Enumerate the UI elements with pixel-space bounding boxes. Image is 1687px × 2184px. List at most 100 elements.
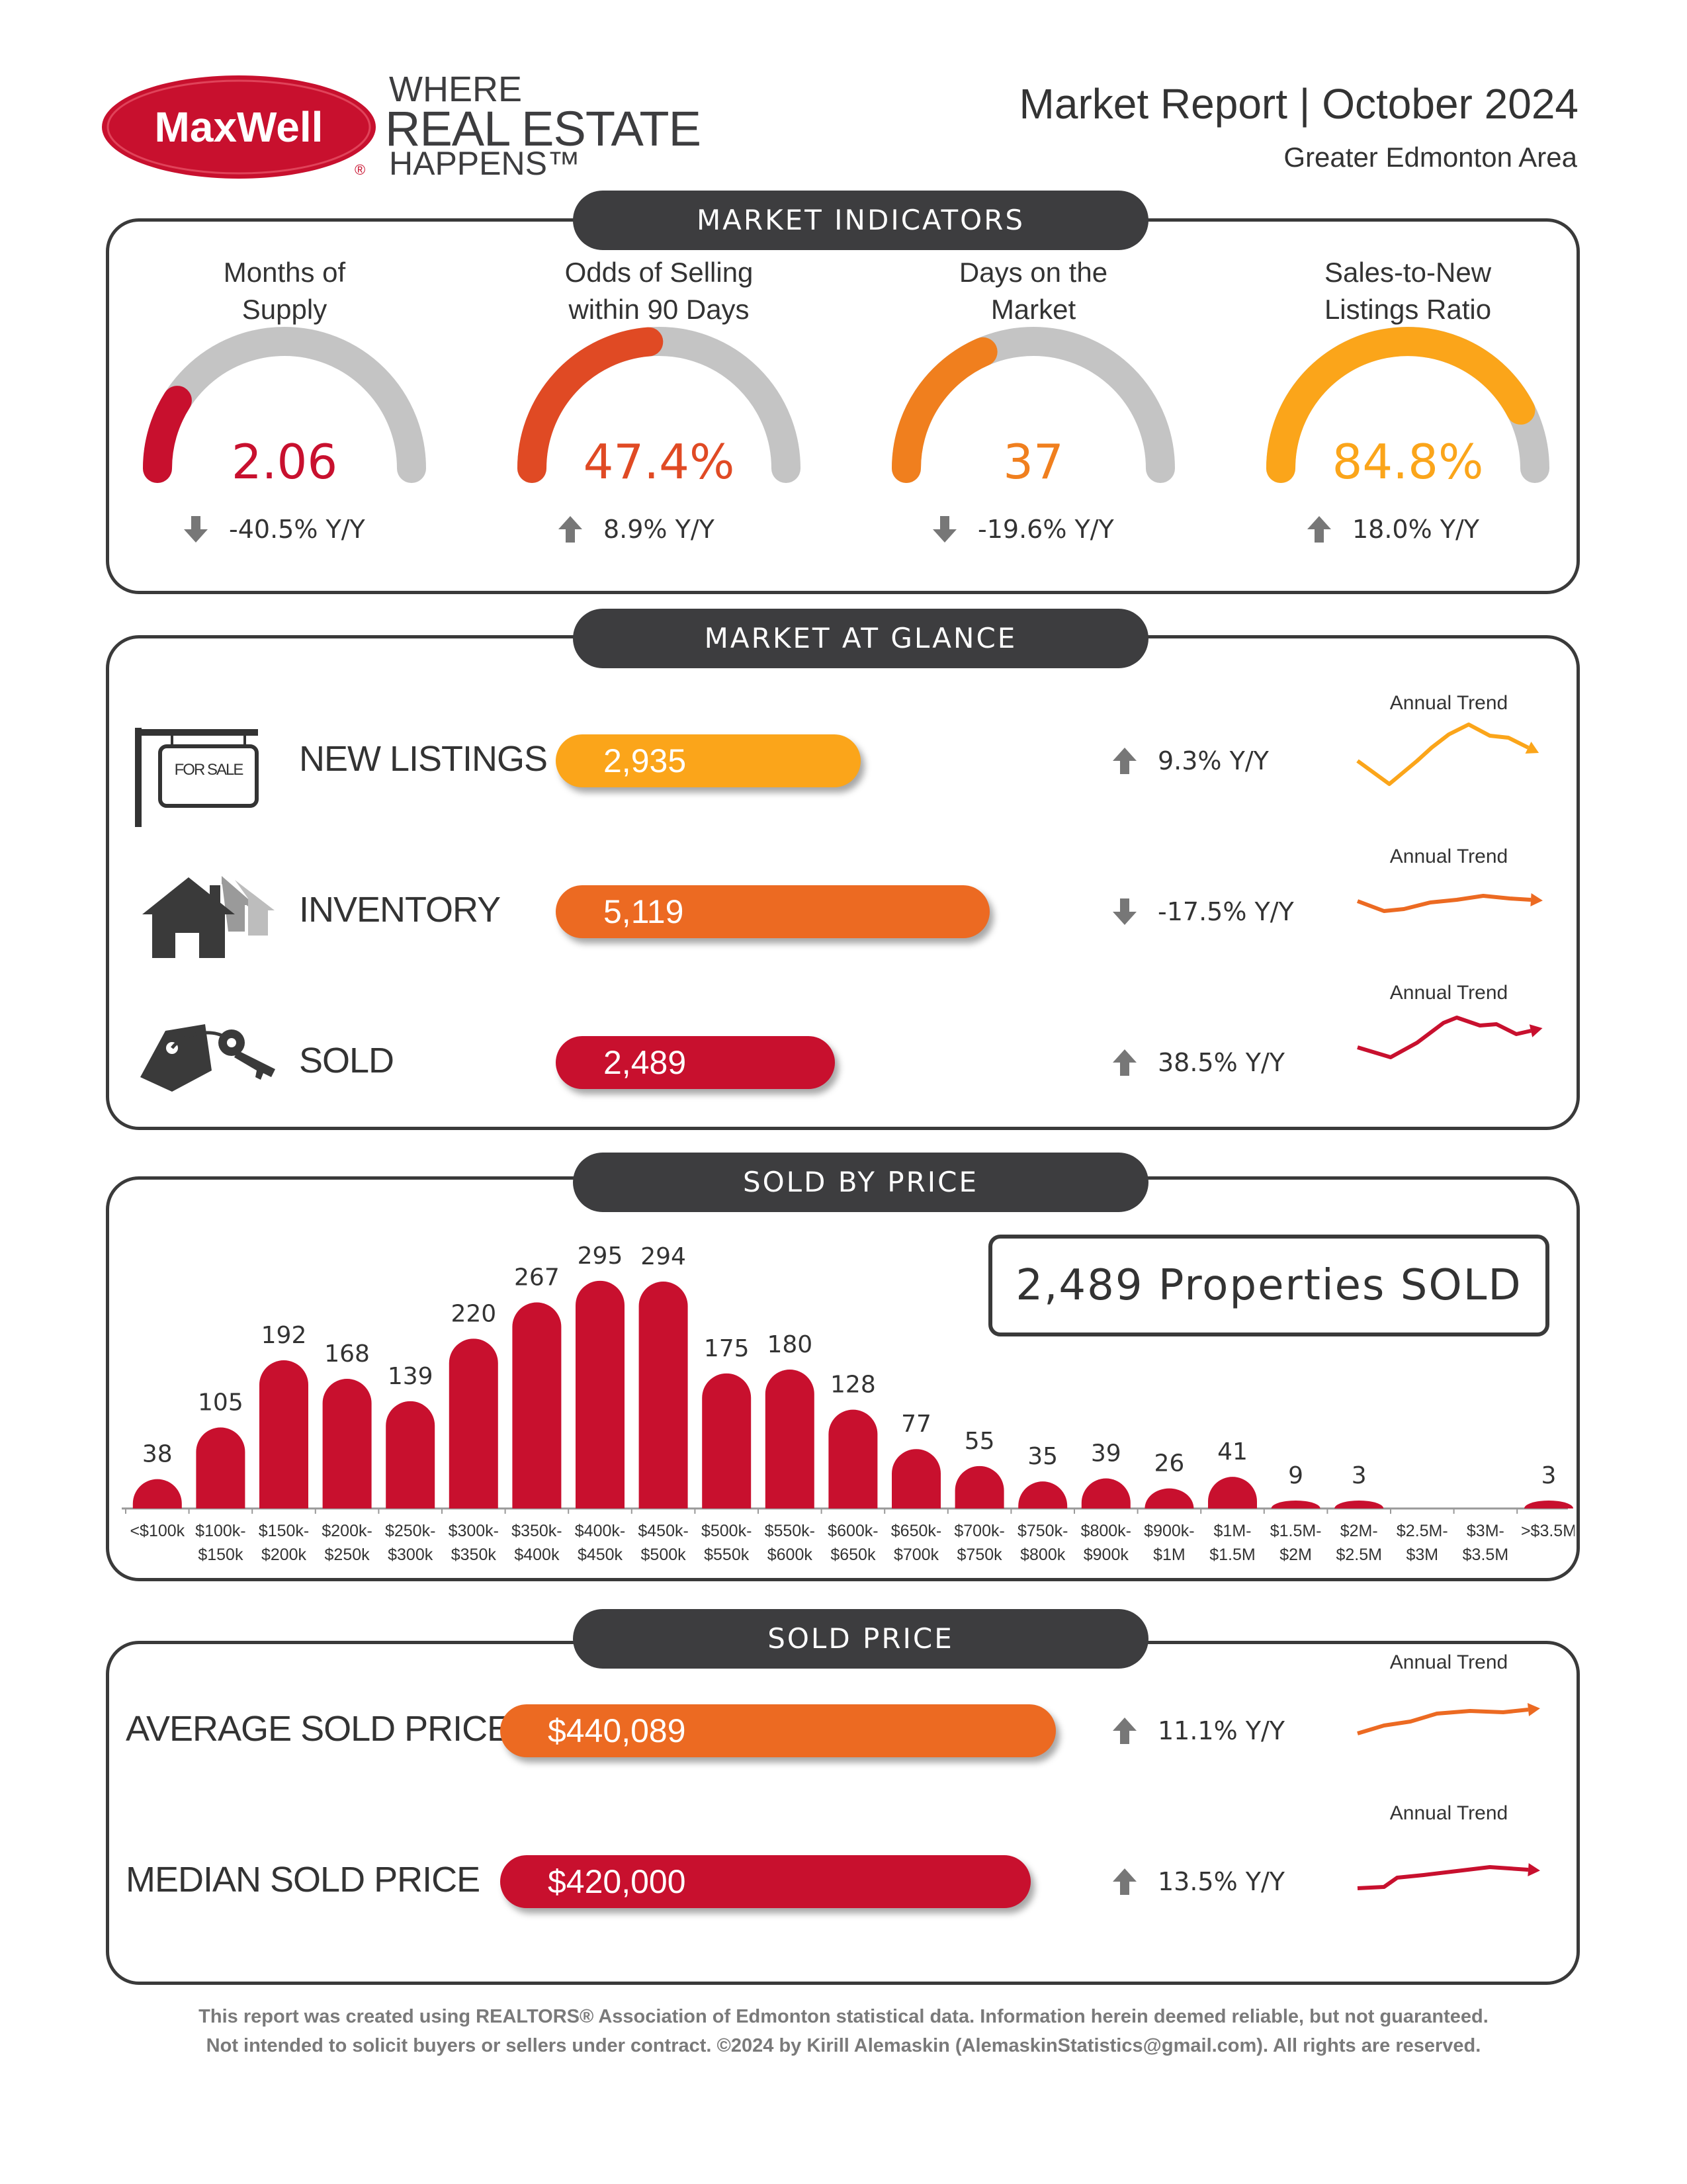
report-title: Market Report | October 2024 (1019, 80, 1579, 128)
gauge-change-text: 8.9% Y/Y (603, 515, 714, 544)
x-tick-label: $2M- (1340, 1522, 1378, 1540)
price-bar (828, 1409, 878, 1508)
gauge-title-line-2: within 90 Days (568, 294, 750, 325)
price-bar-value: 41 (1217, 1438, 1248, 1465)
x-tick-label: $550k- (765, 1522, 815, 1540)
price-bar-value: 168 (324, 1340, 370, 1368)
x-tick-label: $650k- (891, 1522, 941, 1540)
gauge-change-text: -19.6% Y/Y (978, 515, 1114, 544)
arrow-up-icon (1307, 516, 1331, 543)
trend-line (1357, 1016, 1532, 1059)
footer-disclaimer-2: Not intended to solicit buyers or seller… (206, 2035, 1481, 2056)
x-tick-label: $250k (325, 1546, 370, 1564)
sold-by-price-chart: 38 <$100k 105 $100k- $150k 192 $150k- $200k 168 $… (122, 1243, 1575, 1564)
gauge-fill (1266, 327, 1536, 483)
price-bar (576, 1280, 625, 1508)
sold-price-bar: $440,089 (500, 1704, 1056, 1757)
annual-trend-label: Annual Trend (1389, 1802, 1508, 1824)
price-bar (955, 1465, 1004, 1508)
price-bar-value: 139 (388, 1363, 433, 1390)
brand-logo-oval (102, 75, 376, 179)
glance-row-bar: 2,935 (556, 734, 861, 787)
price-bar-value: 3 (1541, 1462, 1557, 1489)
x-tick-label: $150k (198, 1546, 243, 1564)
price-bar-value: 39 (1091, 1440, 1121, 1467)
x-tick-label: $300k- (449, 1522, 499, 1540)
x-tick-label: $900k (1084, 1546, 1129, 1564)
registered-mark: ® (355, 161, 366, 178)
arrow-up-icon (558, 516, 582, 543)
annual-trend-label: Annual Trend (1389, 692, 1508, 714)
x-tick-label: $300k (388, 1546, 433, 1564)
gauge-arc (517, 327, 800, 483)
glance-row-value: 2,489 (603, 1044, 687, 1081)
sold-price-panel (106, 1641, 1580, 1985)
price-bar-value: 9 (1288, 1462, 1303, 1489)
gauge-fill (517, 327, 664, 483)
gauge-change-text: -40.5% Y/Y (229, 515, 365, 544)
gauge-arc (892, 327, 1175, 483)
glance-row-change: 9.3% Y/Y (1111, 746, 1269, 775)
x-tick-label: $1M- (1214, 1522, 1252, 1540)
gauge-title: Sales-to-New Listings Ratio (1236, 254, 1580, 328)
gauge-title-line-1: Months of (223, 257, 346, 288)
glance-row-label: NEW LISTINGS (299, 739, 548, 779)
x-tick-label: $3M (1406, 1546, 1438, 1564)
x-tick-label: $650k (830, 1546, 876, 1564)
annual-trend-label: Annual Trend (1389, 1651, 1508, 1673)
gauge-title: Months of Supply (112, 254, 456, 328)
glance-row-bar: 5,119 (556, 885, 990, 938)
sold-price-change: 11.1% Y/Y (1111, 1716, 1285, 1745)
x-tick-label: $900k- (1144, 1522, 1194, 1540)
footer-disclaimer-1: This report was created using REALTORS® … (198, 2006, 1489, 2027)
gauge-change: -19.6% Y/Y (931, 515, 1114, 544)
price-bar (892, 1449, 941, 1508)
x-tick-label: $600k (767, 1546, 813, 1564)
gauge-title-line-2: Supply (241, 294, 327, 325)
properties-sold-text: 2,489 Properties SOLD (1016, 1261, 1522, 1310)
price-bar (132, 1479, 182, 1508)
gauge-value: 2.06 (231, 434, 338, 490)
annual-trend-sparkline (1356, 722, 1539, 786)
x-tick-label: $450k- (638, 1522, 688, 1540)
x-tick-label: $1.5M- (1270, 1522, 1322, 1540)
price-bar (1334, 1501, 1384, 1508)
x-tick-label: $550k (704, 1546, 750, 1564)
gauge-fill (892, 337, 998, 483)
price-bar-value: 175 (704, 1335, 750, 1362)
x-tick-label: >$3.5M (1521, 1522, 1575, 1540)
gauge-title-line-1: Days on the (959, 257, 1108, 288)
x-tick-label: $500k- (701, 1522, 752, 1540)
gauge-title: Odds of Selling within 90 Days (487, 254, 831, 328)
sold-price-value: $440,089 (548, 1712, 686, 1749)
x-tick-label: $200k- (322, 1522, 372, 1540)
x-tick-label: $700k (894, 1546, 939, 1564)
for-sale-sign-icon: FOR SALE (132, 726, 265, 832)
arrow-down-icon (184, 516, 208, 543)
properties-sold-box: 2,489 Properties SOLD (988, 1235, 1549, 1336)
market-at-glance-panel (106, 635, 1580, 1130)
price-bar (322, 1379, 372, 1508)
gauge-title-line-1: Odds of Selling (564, 257, 754, 288)
gauge-fill (143, 386, 192, 483)
annual-trend-label: Annual Trend (1389, 846, 1508, 867)
x-tick-label: $400k (514, 1546, 560, 1564)
gauge-change: 18.0% Y/Y (1306, 515, 1479, 544)
price-bar (1524, 1501, 1573, 1508)
x-tick-label: $1.5M (1209, 1546, 1255, 1564)
price-bar (1208, 1477, 1257, 1508)
price-bar-value: 105 (198, 1389, 243, 1417)
trend-line (1357, 1865, 1529, 1890)
x-tick-label: $400k- (575, 1522, 625, 1540)
gauge-arc (143, 327, 426, 483)
gauge-arc (1266, 327, 1549, 483)
price-bar-value: 77 (901, 1411, 931, 1438)
price-bar-value: 267 (514, 1264, 560, 1291)
gauge-change: 8.9% Y/Y (557, 515, 714, 544)
tagline-line-3: HAPPENS™ (389, 145, 580, 182)
x-tick-label: $3M- (1467, 1522, 1504, 1540)
price-bar (638, 1282, 688, 1508)
price-bar-value: 294 (640, 1243, 686, 1270)
x-tick-label: $2M (1279, 1546, 1312, 1564)
arrow-up-icon (1113, 1718, 1137, 1744)
